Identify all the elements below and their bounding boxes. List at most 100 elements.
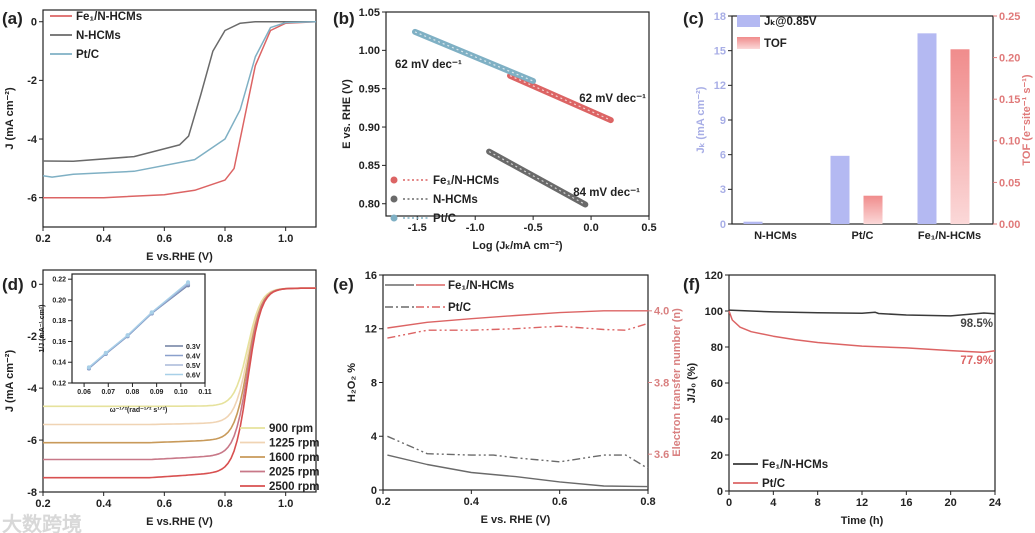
legend-label: Fe₁/N-HCMs xyxy=(762,459,828,471)
legend-label: Pt/C xyxy=(762,478,785,490)
legend-label: Pt/C xyxy=(76,49,99,61)
slope-annotation: 84 mV dec⁻¹ xyxy=(573,187,640,199)
y2-tick-label: 0.00 xyxy=(999,219,1020,231)
x-tick-label: 0.07 xyxy=(101,389,115,396)
y-tick-label: -2 xyxy=(27,331,37,343)
panel-f: 0 4 8 12 16 20 24 0 20 40 60 80 100 120 Time (h) J/J₀ (… xyxy=(683,270,1002,527)
y-axis-label: J (mA cm⁻²) xyxy=(4,350,16,413)
legend-label: 1600 rpm xyxy=(269,452,320,464)
y2-tick-label: 0.20 xyxy=(999,52,1020,64)
legend-label: N-HCMs xyxy=(433,194,478,206)
y-axis-label: 1/J (mA⁻¹ cm²) xyxy=(39,304,46,352)
legend-label: 900 rpm xyxy=(269,423,313,435)
x-tick-label: 0.8 xyxy=(217,233,232,245)
slope-annotation: 62 mV dec⁻¹ xyxy=(395,59,462,71)
series-line xyxy=(42,20,316,163)
y-tick-label: 4 xyxy=(371,431,378,443)
legend-label: Pt/C xyxy=(433,213,456,225)
panel-label: (d) xyxy=(2,275,24,294)
y-axis-label: J (mA cm⁻²) xyxy=(4,87,16,150)
legend-marker xyxy=(390,176,398,184)
x-tick-label: 24 xyxy=(989,497,1002,509)
series-band xyxy=(412,28,537,84)
plot-frame xyxy=(71,273,206,384)
x-tick-label: 0.2 xyxy=(375,496,390,508)
legend-label: Jₖ@0.85V xyxy=(764,16,817,28)
y-tick-label: 0 xyxy=(717,486,723,498)
y-tick-label: -4 xyxy=(27,383,38,395)
x-tick-label: 1.0 xyxy=(278,498,293,510)
y-tick-label: 0 xyxy=(31,17,37,29)
inset-legend-label: 0.5V xyxy=(186,363,201,370)
inset-legend-label: 0.3V xyxy=(186,344,201,351)
series-line xyxy=(728,310,996,354)
y-tick-label: 0.90 xyxy=(359,122,380,134)
x-tick-label: Pt/C xyxy=(852,230,874,242)
y-tick-label: 0.18 xyxy=(52,318,66,325)
y-tick-label: 80 xyxy=(711,342,723,354)
panel-a: 0.2 0.4 0.6 0.8 1.0 0 -2 -4 -6 E vs.RHE (V) J (mA … xyxy=(2,9,317,263)
y-tick-label: 40 xyxy=(711,414,723,426)
y2-tick-label: 0.10 xyxy=(999,136,1020,148)
panel-e: 0.2 0.4 0.6 0.8 0 4 8 12 16 3.6 3.8 4.0 E vs. RHE (V… xyxy=(333,270,683,526)
x-tick-label: 0.08 xyxy=(126,389,140,396)
y-tick-label: 8 xyxy=(371,377,377,389)
x-axis-label: E vs.RHE (V) xyxy=(146,516,213,528)
x-tick-label: 0.2 xyxy=(35,498,50,510)
inset-point xyxy=(103,350,108,355)
y-tick-label: -8 xyxy=(27,487,37,499)
y2-axis-label: TOF (e⁻site⁻¹ s⁻¹) xyxy=(1021,74,1033,166)
series-line xyxy=(43,287,316,479)
x-tick-label: -1.5 xyxy=(408,222,427,234)
y-tick-label: 60 xyxy=(711,378,723,390)
inset-point xyxy=(125,333,130,338)
series-line xyxy=(42,20,317,178)
watermark: 大数跨境 xyxy=(2,512,82,533)
y-tick-label: 1.05 xyxy=(359,7,380,19)
x-tick-label: 0.10 xyxy=(174,389,188,396)
x-tick-label: 0.5 xyxy=(641,222,656,234)
y-tick-label: 16 xyxy=(365,270,377,282)
x-tick-label: 4 xyxy=(770,497,777,509)
panel-b: -1.5 -1.0 -0.5 0.0 0.5 0.80 0.85 0.90 0.95 1.00 1.… xyxy=(333,7,657,252)
series-line xyxy=(387,322,649,339)
y2-axis-label: Electron transfer number (n) xyxy=(671,308,683,457)
x-tick-label: 0.6 xyxy=(157,233,172,245)
legend-label: 1225 rpm xyxy=(269,438,320,450)
y-tick-label: 3 xyxy=(720,184,726,196)
legend-label: TOF xyxy=(764,38,787,50)
series-line xyxy=(43,20,317,199)
series-line xyxy=(387,310,648,329)
panel-label: (f) xyxy=(683,275,700,294)
panel-label: (b) xyxy=(333,9,355,28)
plot-frame xyxy=(42,9,317,228)
retention-annotation: 77.9% xyxy=(960,355,993,367)
y2-tick-label: 3.6 xyxy=(654,449,669,461)
y-tick-label: 0 xyxy=(371,485,377,497)
series-dots xyxy=(488,151,586,206)
y-axis-label: Jₖ (mA cm⁻²) xyxy=(695,86,707,153)
y2-tick-label: 0.15 xyxy=(999,94,1020,106)
x-tick-label: 0.06 xyxy=(77,389,91,396)
y2-tick-label: 0.25 xyxy=(999,11,1020,23)
x-tick-label: Fe₁/N-HCMs xyxy=(918,230,981,242)
legend-label: Pt/C xyxy=(448,302,471,314)
x-tick-label: N-HCMs xyxy=(754,230,797,242)
y-tick-label: 6 xyxy=(720,150,726,162)
panel-label: (e) xyxy=(333,275,354,294)
panel-label: (c) xyxy=(683,9,704,28)
y-tick-label: 9 xyxy=(720,115,726,127)
y-axis-label: H₂O₂ % xyxy=(346,363,358,402)
x-axis-label: E vs.RHE (V) xyxy=(146,251,213,263)
series-line xyxy=(387,454,649,488)
inset-koutecky-levich: 0.06 0.07 0.08 0.09 0.10 0.11 0.12 0.14 0.16 0.18… xyxy=(39,273,212,414)
legend-swatch xyxy=(737,37,760,49)
inset-point xyxy=(86,365,91,370)
legend-marker xyxy=(390,214,398,222)
y-tick-label: 0.95 xyxy=(359,84,380,96)
x-tick-label: 0.0 xyxy=(583,222,598,234)
y-axis-label: E vs. RHE (V) xyxy=(341,79,353,149)
y-tick-label: 0 xyxy=(720,219,726,231)
y-tick-label: 20 xyxy=(711,450,723,462)
